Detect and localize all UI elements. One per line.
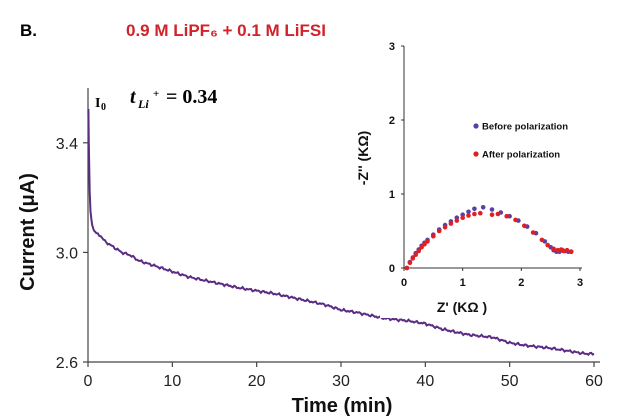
legend-label-after: After polarization — [482, 150, 560, 161]
transference-annotation: t Li + = 0.34 — [130, 86, 217, 111]
y-tick-label: 3.0 — [56, 245, 78, 262]
point-after-polarization — [407, 260, 413, 266]
i0-annotation: I 0 — [95, 96, 106, 113]
point-after-polarization — [539, 237, 545, 243]
inset-y-tick-label: 2 — [389, 115, 395, 127]
point-after-polarization — [431, 233, 436, 239]
inset-y-tick-label: 1 — [389, 189, 395, 201]
y-tick-label: 2.6 — [56, 355, 78, 372]
point-after-polarization — [413, 252, 419, 257]
point-before-polarization — [489, 207, 495, 212]
chart-title: 0.9 M LiPF₆ + 0.1 M LiFSI — [126, 21, 326, 40]
x-tick-label: 0 — [84, 373, 93, 390]
point-after-polarization — [513, 217, 518, 223]
point-after-polarization — [568, 249, 574, 254]
inset-background — [380, 44, 600, 318]
x-tick-label: 60 — [585, 373, 603, 390]
main-chart: 2.63.03.4 0 10 20 30 40 50 60 Current (μA) Tim… — [17, 86, 603, 417]
point-after-polarization — [555, 247, 560, 253]
current-series-line — [87, 108, 595, 356]
point-before-polarization — [466, 209, 471, 215]
point-after-polarization — [448, 221, 454, 226]
point-after-polarization — [495, 211, 501, 217]
inset-points — [404, 205, 574, 271]
inset-nyquist-chart: 0 1 2 3 0 1 2 3 -Z'' (KΩ) Z' (KΩ ) Before pola… — [355, 41, 600, 318]
legend-label-before: Before polarization — [482, 122, 568, 133]
i0-subscript: 0 — [101, 102, 106, 113]
i0-label: I — [95, 96, 100, 111]
point-before-polarization — [472, 206, 477, 212]
y-axis-title: Current (μA) — [17, 173, 39, 291]
x-ticks: 0 10 20 30 40 50 60 — [84, 362, 603, 390]
inset-x-ticks: 0 1 2 3 — [401, 268, 583, 289]
point-after-polarization — [478, 210, 483, 216]
point-after-polarization — [425, 239, 430, 244]
point-after-polarization — [522, 223, 527, 229]
point-after-polarization — [530, 230, 536, 235]
point-after-polarization — [551, 246, 556, 252]
t-superscript: + — [153, 88, 159, 100]
legend-marker-before — [473, 123, 479, 129]
inset-x-tick-label: 0 — [401, 277, 407, 289]
inset-x-tick-label: 3 — [577, 277, 583, 289]
inset-x-axis-title: Z' (KΩ ) — [437, 299, 487, 315]
panel-label: B. — [20, 21, 37, 40]
point-after-polarization — [472, 211, 477, 217]
point-after-polarization — [436, 228, 442, 234]
point-after-polarization — [442, 225, 448, 230]
inset-y-tick-label: 0 — [389, 263, 395, 275]
inset-y-tick-label: 3 — [389, 41, 395, 53]
x-tick-label: 10 — [163, 373, 181, 390]
point-after-polarization — [460, 215, 466, 220]
t-value: = 0.34 — [166, 86, 217, 108]
point-before-polarization — [480, 205, 486, 210]
inset-x-tick-label: 1 — [460, 277, 466, 289]
legend-marker-after — [473, 151, 479, 157]
point-after-polarization — [545, 242, 550, 248]
point-after-polarization — [419, 245, 424, 250]
point-after-polarization — [564, 247, 570, 253]
point-after-polarization — [404, 265, 410, 271]
point-after-polarization — [410, 256, 416, 261]
inset-legend: Before polarization After polarization — [473, 122, 568, 161]
t-label: t — [130, 86, 137, 108]
x-tick-label: 30 — [332, 373, 350, 390]
x-tick-label: 20 — [248, 373, 266, 390]
y-ticks: 2.6 3.0 3.4 — [56, 136, 88, 372]
t-subscript: Li — [137, 97, 149, 111]
x-tick-label: 50 — [501, 373, 519, 390]
point-after-polarization — [454, 218, 460, 223]
point-after-polarization — [504, 213, 510, 219]
point-after-polarization — [561, 248, 566, 254]
point-after-polarization — [416, 248, 422, 254]
point-after-polarization — [489, 212, 495, 217]
inset-y-axis-title: -Z'' (KΩ) — [355, 131, 371, 185]
point-after-polarization — [422, 242, 427, 247]
point-after-polarization — [466, 213, 471, 218]
x-axis-title: Time (min) — [292, 395, 393, 417]
x-tick-label: 40 — [416, 373, 434, 390]
y-tick-label: 3.4 — [56, 136, 78, 153]
inset-x-tick-label: 2 — [518, 277, 524, 289]
